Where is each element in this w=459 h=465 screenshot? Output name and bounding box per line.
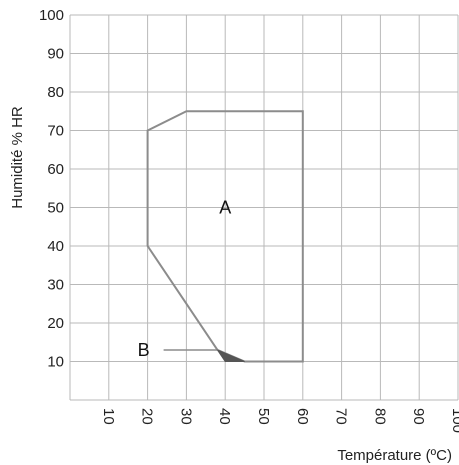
y-tick-label-80: 80 — [47, 84, 64, 101]
y-tick-label-10: 10 — [47, 354, 64, 371]
region-a-label: A — [219, 198, 231, 218]
x-tick-label-90: 90 — [410, 408, 427, 425]
x-tick-label-20: 20 — [139, 408, 156, 425]
region-b-area — [216, 348, 245, 362]
x-tick-label-100: 100 — [449, 408, 459, 433]
x-tick-label-40: 40 — [216, 408, 233, 425]
y-tick-label-30: 30 — [47, 277, 64, 294]
y-tick-label-40: 40 — [47, 238, 64, 255]
x-tick-label-10: 10 — [100, 408, 117, 425]
y-tick-label-50: 50 — [47, 200, 64, 217]
x-tick-labels: 10 20 30 40 50 60 70 80 90 100 — [100, 408, 459, 433]
y-tick-label-20: 20 — [47, 315, 64, 332]
y-tick-label-60: 60 — [47, 161, 64, 178]
region-a-boundary — [146, 110, 304, 363]
region-b-label: B — [138, 340, 150, 360]
x-tick-label-50: 50 — [255, 408, 272, 425]
regions: AB — [138, 110, 304, 363]
x-tick-label-30: 30 — [177, 408, 194, 425]
x-tick-label-80: 80 — [371, 408, 388, 425]
y-tick-labels: 10 20 30 40 50 60 70 80 90 100 — [39, 7, 64, 371]
x-tick-label-70: 70 — [333, 408, 350, 425]
y-tick-label-70: 70 — [47, 123, 64, 140]
y-tick-label-90: 90 — [47, 46, 64, 63]
y-axis-label: Humidité % HR — [9, 106, 26, 209]
y-tick-label-100: 100 — [39, 7, 64, 24]
x-axis-label: Température (ºC) — [337, 447, 452, 464]
x-tick-label-60: 60 — [294, 408, 311, 425]
grid — [69, 14, 459, 401]
